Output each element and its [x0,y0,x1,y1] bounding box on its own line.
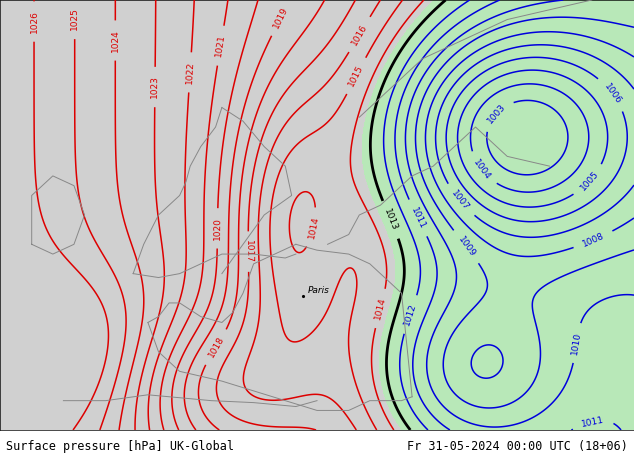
Text: 1021: 1021 [214,34,227,58]
Text: 1011: 1011 [409,206,427,230]
Text: 1014: 1014 [307,215,320,240]
Text: 1015: 1015 [347,64,365,88]
Text: 1009: 1009 [456,235,477,258]
Text: 1007: 1007 [450,189,470,212]
Text: Fr 31-05-2024 00:00 UTC (18+06): Fr 31-05-2024 00:00 UTC (18+06) [407,440,628,453]
Text: Surface pressure [hPa] UK-Global: Surface pressure [hPa] UK-Global [6,440,235,453]
Text: 1004: 1004 [471,157,492,181]
Text: 1022: 1022 [185,61,195,84]
Text: 1023: 1023 [150,76,160,99]
Text: 1011: 1011 [581,415,605,429]
Text: 1018: 1018 [207,335,226,359]
Text: 1010: 1010 [571,331,583,355]
Text: 1019: 1019 [272,5,290,30]
Text: 1016: 1016 [350,22,369,47]
Text: 1025: 1025 [70,8,79,30]
Text: 1012: 1012 [403,302,418,327]
Text: 1013: 1013 [382,207,399,232]
Text: 1005: 1005 [579,169,600,192]
Text: 1024: 1024 [111,29,120,52]
Text: 1020: 1020 [213,217,222,240]
Text: 1014: 1014 [373,296,387,321]
Text: 1008: 1008 [581,231,605,249]
Text: 1003: 1003 [485,102,507,126]
Text: 1026: 1026 [30,10,39,33]
Text: 1006: 1006 [602,82,623,106]
Text: Paris: Paris [307,286,330,295]
Text: 1017: 1017 [243,240,253,263]
